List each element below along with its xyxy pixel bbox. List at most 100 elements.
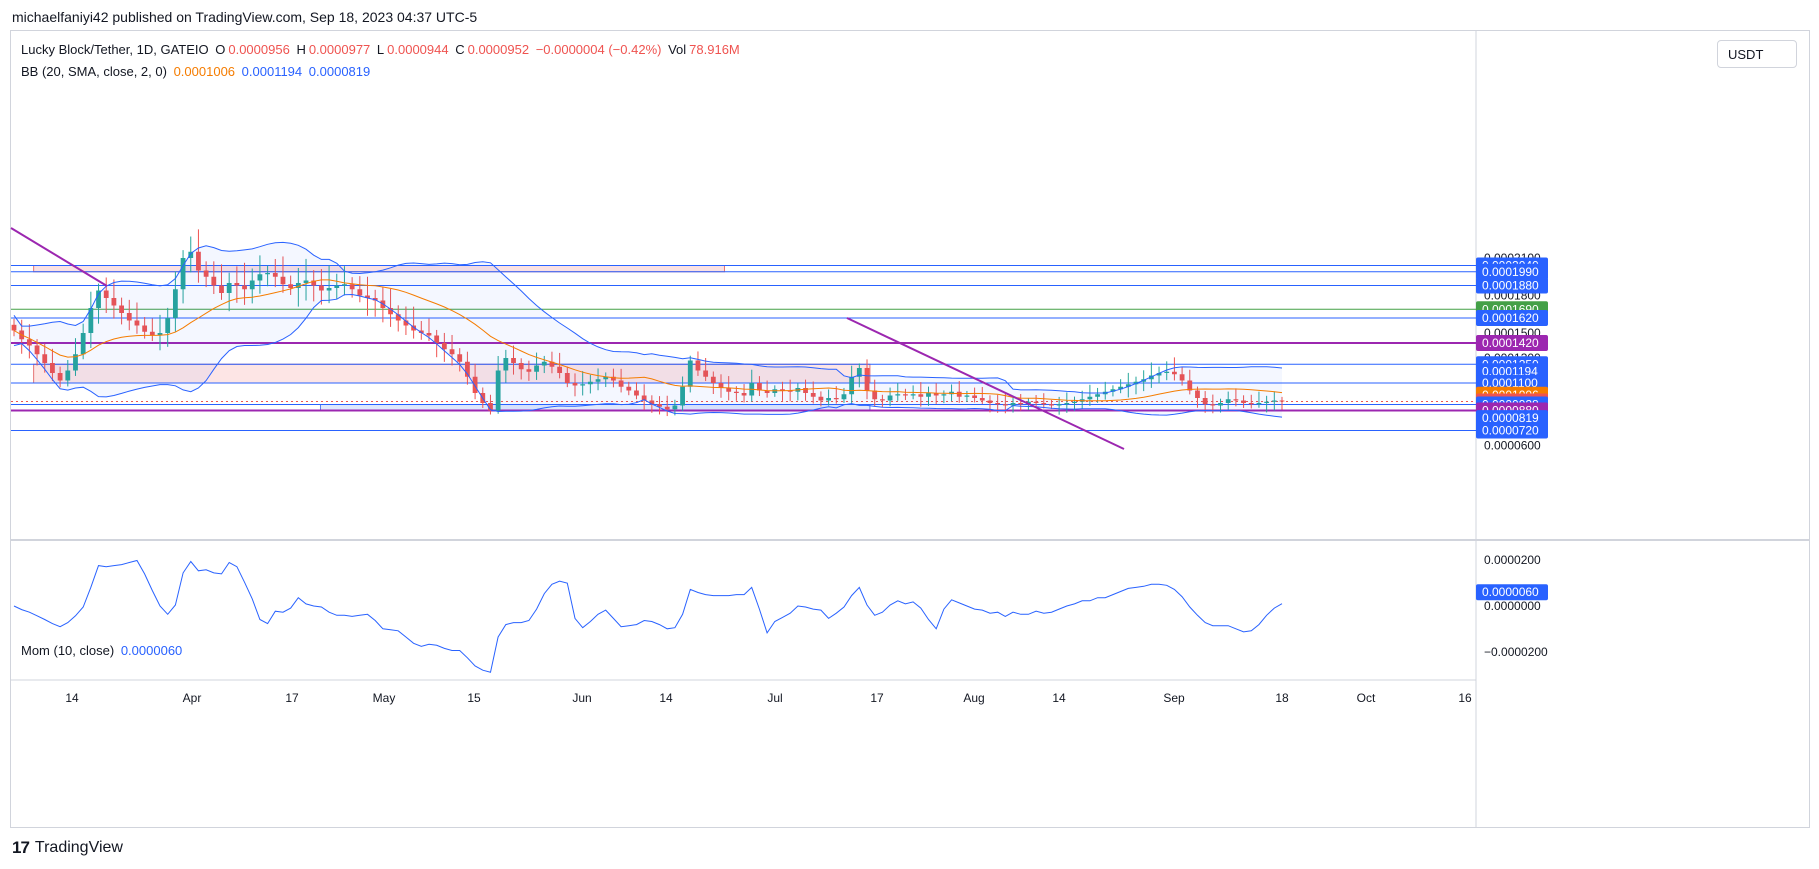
candle-body <box>526 369 532 372</box>
volume-value: 78.916M <box>689 42 740 57</box>
trendline-late[interactable] <box>846 317 1125 450</box>
candle-body <box>833 398 839 400</box>
candle-body <box>472 376 478 393</box>
candle-body <box>680 386 685 406</box>
candle-body <box>65 370 71 381</box>
mom-axis-tick: 0.0000200 <box>1484 553 1541 567</box>
currency-button[interactable]: USDT <box>1717 40 1797 68</box>
candle-body <box>657 404 662 407</box>
candle-body <box>534 365 539 372</box>
close-label: C <box>455 42 465 57</box>
candle-body <box>726 388 732 392</box>
candle-body <box>465 361 470 377</box>
symbol-legend: Lucky Block/Tether, 1D, GATEIO O 0.000095… <box>21 42 743 57</box>
mom-legend[interactable]: Mom (10, close) 0.0000060 <box>21 643 185 658</box>
bb-upper-line <box>13 241 1283 394</box>
tradingview-mark-icon: 17 <box>12 838 30 857</box>
candle-body <box>149 331 155 336</box>
candle-body <box>457 354 463 362</box>
price-badge[interactable] <box>1476 277 1548 294</box>
bb-legend[interactable]: BB (20, SMA, close, 2, 0) 0.0001006 0.00… <box>21 64 373 79</box>
candle-body <box>979 398 985 401</box>
price-badge-label: 0.0000720 <box>1482 424 1539 438</box>
bb-label[interactable]: BB (20, SMA, close, 2, 0) <box>21 64 167 79</box>
candle-body <box>441 343 447 350</box>
candle-body <box>34 345 40 355</box>
candle-body <box>426 333 432 336</box>
candle-body <box>1095 394 1100 397</box>
open-value: 0.0000956 <box>228 42 290 57</box>
candle-body <box>572 383 578 386</box>
candle-body <box>42 354 48 363</box>
candle-body <box>541 361 547 366</box>
candle-body <box>50 363 55 373</box>
candle-body <box>488 403 493 411</box>
candle-body <box>710 376 716 383</box>
candle-body <box>687 360 693 387</box>
price-badge[interactable] <box>1476 410 1548 427</box>
publisher-caption: michaelfaniyi42 published on TradingView… <box>12 9 478 25</box>
candle-body <box>357 289 363 296</box>
candle-body <box>349 284 355 290</box>
candle-body <box>703 370 709 377</box>
candle-body <box>1202 398 1208 405</box>
price-badge-label: 0.0001620 <box>1482 311 1539 325</box>
low-label: L <box>376 42 385 57</box>
price-badge[interactable] <box>1476 335 1548 351</box>
symbol-name[interactable]: Lucky Block/Tether, 1D, GATEIO <box>21 42 209 57</box>
mom-badge[interactable] <box>1476 584 1548 601</box>
candle-body <box>172 289 178 318</box>
mom-badge-label: 0.0000060 <box>1482 585 1539 599</box>
candle-body <box>641 395 647 401</box>
candle-body <box>918 394 924 397</box>
candle-body <box>288 284 294 288</box>
candle-body <box>1156 373 1162 376</box>
candle-body <box>434 335 440 343</box>
price-badge-label: 0.0001194 <box>1482 364 1538 378</box>
candle-body <box>119 305 124 313</box>
candle-body <box>495 370 501 411</box>
chart-frame[interactable] <box>10 30 1810 828</box>
price-badge-label: 0.0001420 <box>1482 336 1539 350</box>
candle-body <box>1241 400 1246 403</box>
candle-body <box>134 320 140 326</box>
close-value: 0.0000952 <box>467 42 530 57</box>
candle-body <box>549 361 555 367</box>
candle-body <box>1056 404 1062 406</box>
candle-body <box>165 318 171 333</box>
candle-body <box>196 251 201 271</box>
candle-body <box>1179 374 1185 381</box>
price-badge-label: 0.0001990 <box>1482 265 1539 279</box>
price-badge[interactable] <box>1476 263 1548 280</box>
candle-body <box>1233 399 1239 401</box>
candle-body <box>249 280 255 290</box>
mom-axis-tick: −0.0000200 <box>1484 645 1548 659</box>
candle-body <box>580 384 586 386</box>
time-axis-tick: Apr <box>183 691 202 705</box>
high-label: H <box>296 42 306 57</box>
candle-body <box>1125 384 1131 387</box>
candle-body <box>518 363 524 370</box>
candle-body <box>1041 403 1047 405</box>
price-badge[interactable] <box>1476 310 1548 326</box>
bb-lower-line <box>13 293 1283 418</box>
candle-body <box>272 273 278 277</box>
candle-body <box>80 333 86 355</box>
candle-body <box>511 358 516 363</box>
candle-body <box>864 368 870 391</box>
candle-body <box>96 290 101 308</box>
mom-label[interactable]: Mom (10, close) <box>21 643 115 658</box>
candle-body <box>649 400 655 405</box>
price-badge[interactable] <box>1476 422 1548 439</box>
candle-body <box>503 358 509 371</box>
candle-body <box>903 394 908 396</box>
candle-body <box>933 393 939 396</box>
tradingview-logo[interactable]: 17 TradingView <box>12 838 123 858</box>
trendline-early[interactable] <box>10 227 108 287</box>
candle-body <box>718 383 724 388</box>
price-axis-tick: 0.0000600 <box>1484 439 1541 453</box>
time-axis-tick: 17 <box>870 691 884 705</box>
candle-body <box>449 349 455 355</box>
candle-body <box>1279 400 1285 402</box>
